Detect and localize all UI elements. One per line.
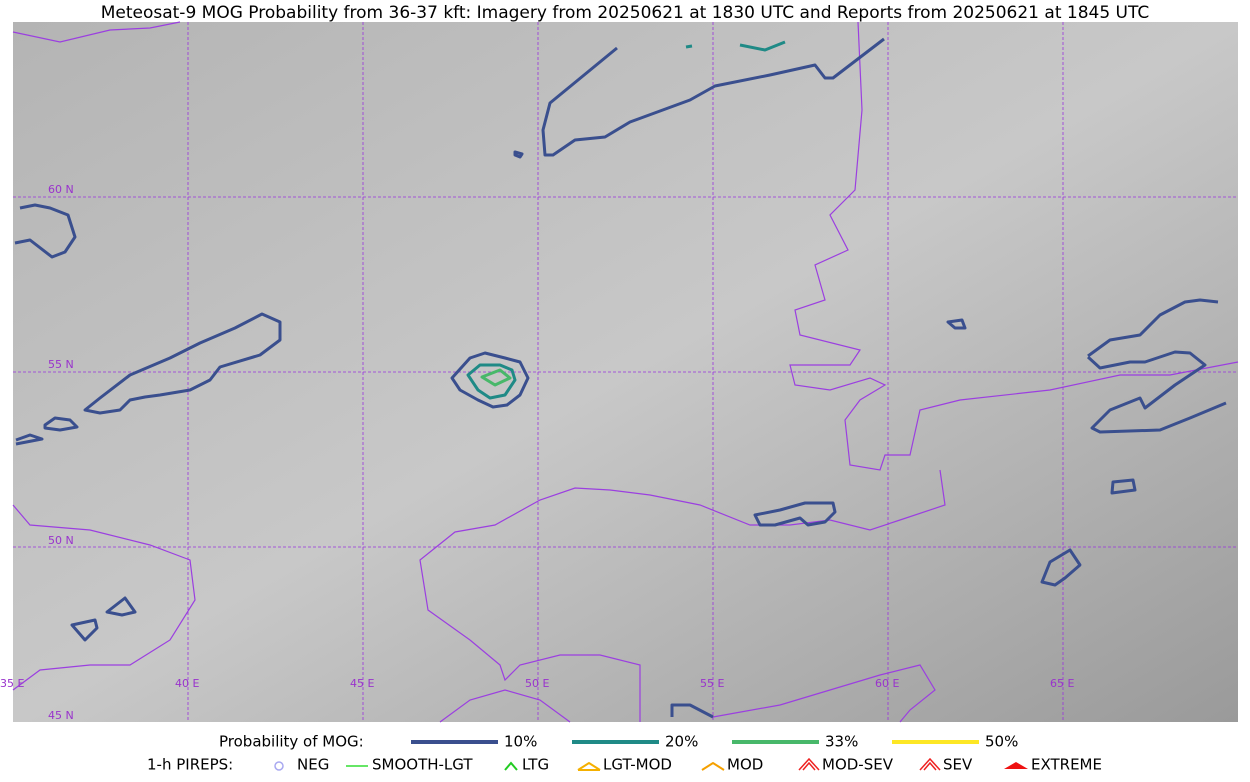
contour-10 <box>83 312 282 415</box>
contour-10 <box>105 596 137 617</box>
contour-10 <box>946 318 967 330</box>
lat-label: 55 N <box>48 358 74 371</box>
contour-10 <box>70 618 99 642</box>
lat-labels: 60 N 55 N 50 N 45 N <box>48 183 74 722</box>
legend: Probability of MOG: 1-h PIREPS: 10% 20% 33… <box>147 733 1102 774</box>
contour-10 <box>43 416 79 432</box>
legend-label: SEV <box>943 756 973 774</box>
contour-10 <box>1086 350 1227 434</box>
contour-10 <box>513 150 524 159</box>
contour-20 <box>685 44 693 49</box>
contours <box>14 37 1227 719</box>
contour-10 <box>15 433 44 446</box>
lat-label: 60 N <box>48 183 74 196</box>
legend-symbol <box>504 761 518 771</box>
lat-label: 45 N <box>48 709 74 722</box>
legend-label: MOD <box>727 756 763 774</box>
lon-label: 60 E <box>875 677 899 690</box>
coastlines <box>12 21 1239 723</box>
legend-label: NEG <box>297 756 329 774</box>
legend-label: SMOOTH-LGT <box>372 756 473 774</box>
legend-symbol <box>274 761 284 771</box>
legend-label: EXTREME <box>1031 756 1102 774</box>
legend-label: 20% <box>665 733 698 751</box>
legend-symbol <box>577 761 601 771</box>
contour-20 <box>466 363 517 400</box>
legend-label: MOD-SEV <box>822 756 894 774</box>
lon-label: 45 E <box>350 677 374 690</box>
title: Meteosat-9 MOG Probability from 36-37 kf… <box>101 3 1150 23</box>
map: 60 N 55 N 50 N 45 N 35 E 40 E 45 E 50 E … <box>0 21 1239 723</box>
lon-label: 35 E <box>0 677 24 690</box>
legend-label: 50% <box>985 733 1018 751</box>
contour-20 <box>739 40 786 52</box>
legend-symbol <box>798 757 820 771</box>
lon-label: 65 E <box>1050 677 1074 690</box>
legend-label: LTG <box>522 756 549 774</box>
legend-title: Probability of MOG: <box>219 733 364 751</box>
graticule <box>13 22 1238 722</box>
legend-title: 1-h PIREPS: <box>147 756 233 774</box>
legend-symbol <box>919 757 941 771</box>
legend-symbol <box>1004 762 1028 769</box>
contour-10 <box>541 37 885 157</box>
lon-label: 55 E <box>700 677 724 690</box>
contour-10 <box>450 351 530 409</box>
lat-label: 50 N <box>48 534 74 547</box>
legend-label: 33% <box>825 733 858 751</box>
contour-10 <box>753 501 837 527</box>
contour-33 <box>480 368 512 387</box>
lon-labels: 35 E 40 E 45 E 50 E 55 E 60 E 65 E <box>0 677 1074 690</box>
contour-10 <box>670 703 714 719</box>
contour-10 <box>14 203 77 259</box>
contour-10 <box>1087 298 1219 358</box>
contour-10 <box>1040 548 1082 587</box>
legend-label: LGT-MOD <box>603 756 672 774</box>
lon-label: 40 E <box>175 677 199 690</box>
lon-label: 50 E <box>525 677 549 690</box>
legend-label: 10% <box>504 733 537 751</box>
legend-symbol <box>701 761 725 771</box>
contour-10 <box>1110 478 1137 495</box>
